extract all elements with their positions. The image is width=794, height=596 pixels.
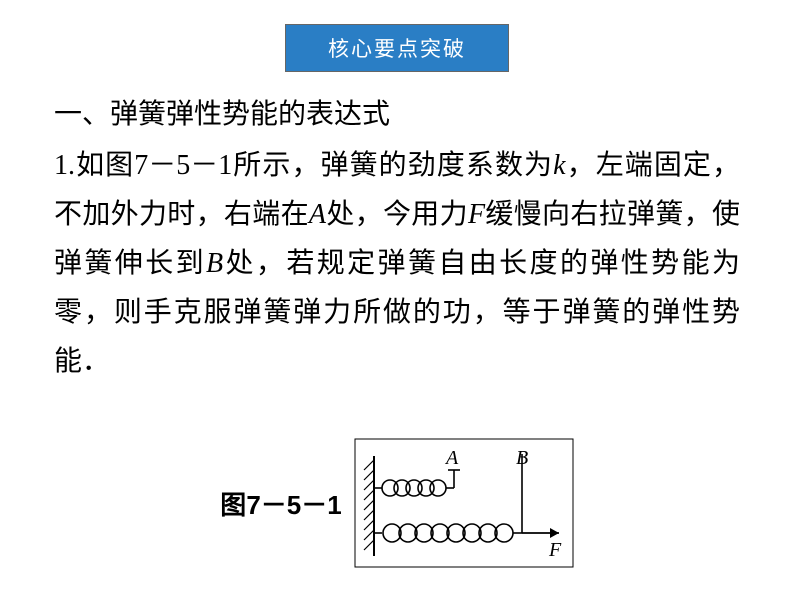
header-title: 核心要点突破 bbox=[328, 37, 466, 61]
figure-label: 图7－5－1 bbox=[220, 485, 341, 522]
body-text: 1.如图7－5－1所示，弹簧的劲度系数为k，左端固定，不加外力时，右端在A处，今… bbox=[54, 141, 740, 386]
body-mid2: 处，今用力 bbox=[326, 199, 468, 230]
content-block: 一、弹簧弹性势能的表达式 1.如图7－5－1所示，弹簧的劲度系数为k，左端固定，… bbox=[54, 90, 740, 386]
body-prefix: 1.如图7－5－1所示，弹簧的劲度系数为 bbox=[54, 150, 553, 181]
var-b: B bbox=[206, 248, 223, 279]
var-a: A bbox=[309, 199, 326, 230]
header-banner: 核心要点突破 bbox=[285, 24, 509, 72]
spring-diagram: A B F bbox=[354, 438, 574, 568]
figure-label-prefix: 图 bbox=[220, 490, 246, 520]
var-f: F bbox=[468, 199, 485, 230]
section-heading: 一、弹簧弹性势能的表达式 bbox=[54, 90, 740, 139]
diagram-label-a: A bbox=[444, 447, 459, 469]
diagram-label-b: B bbox=[516, 447, 528, 469]
figure-row: 图7－5－1 A B bbox=[0, 438, 794, 568]
figure-label-num: 7－5－1 bbox=[246, 490, 341, 520]
var-k: k bbox=[553, 150, 565, 181]
diagram-label-f: F bbox=[548, 539, 562, 561]
